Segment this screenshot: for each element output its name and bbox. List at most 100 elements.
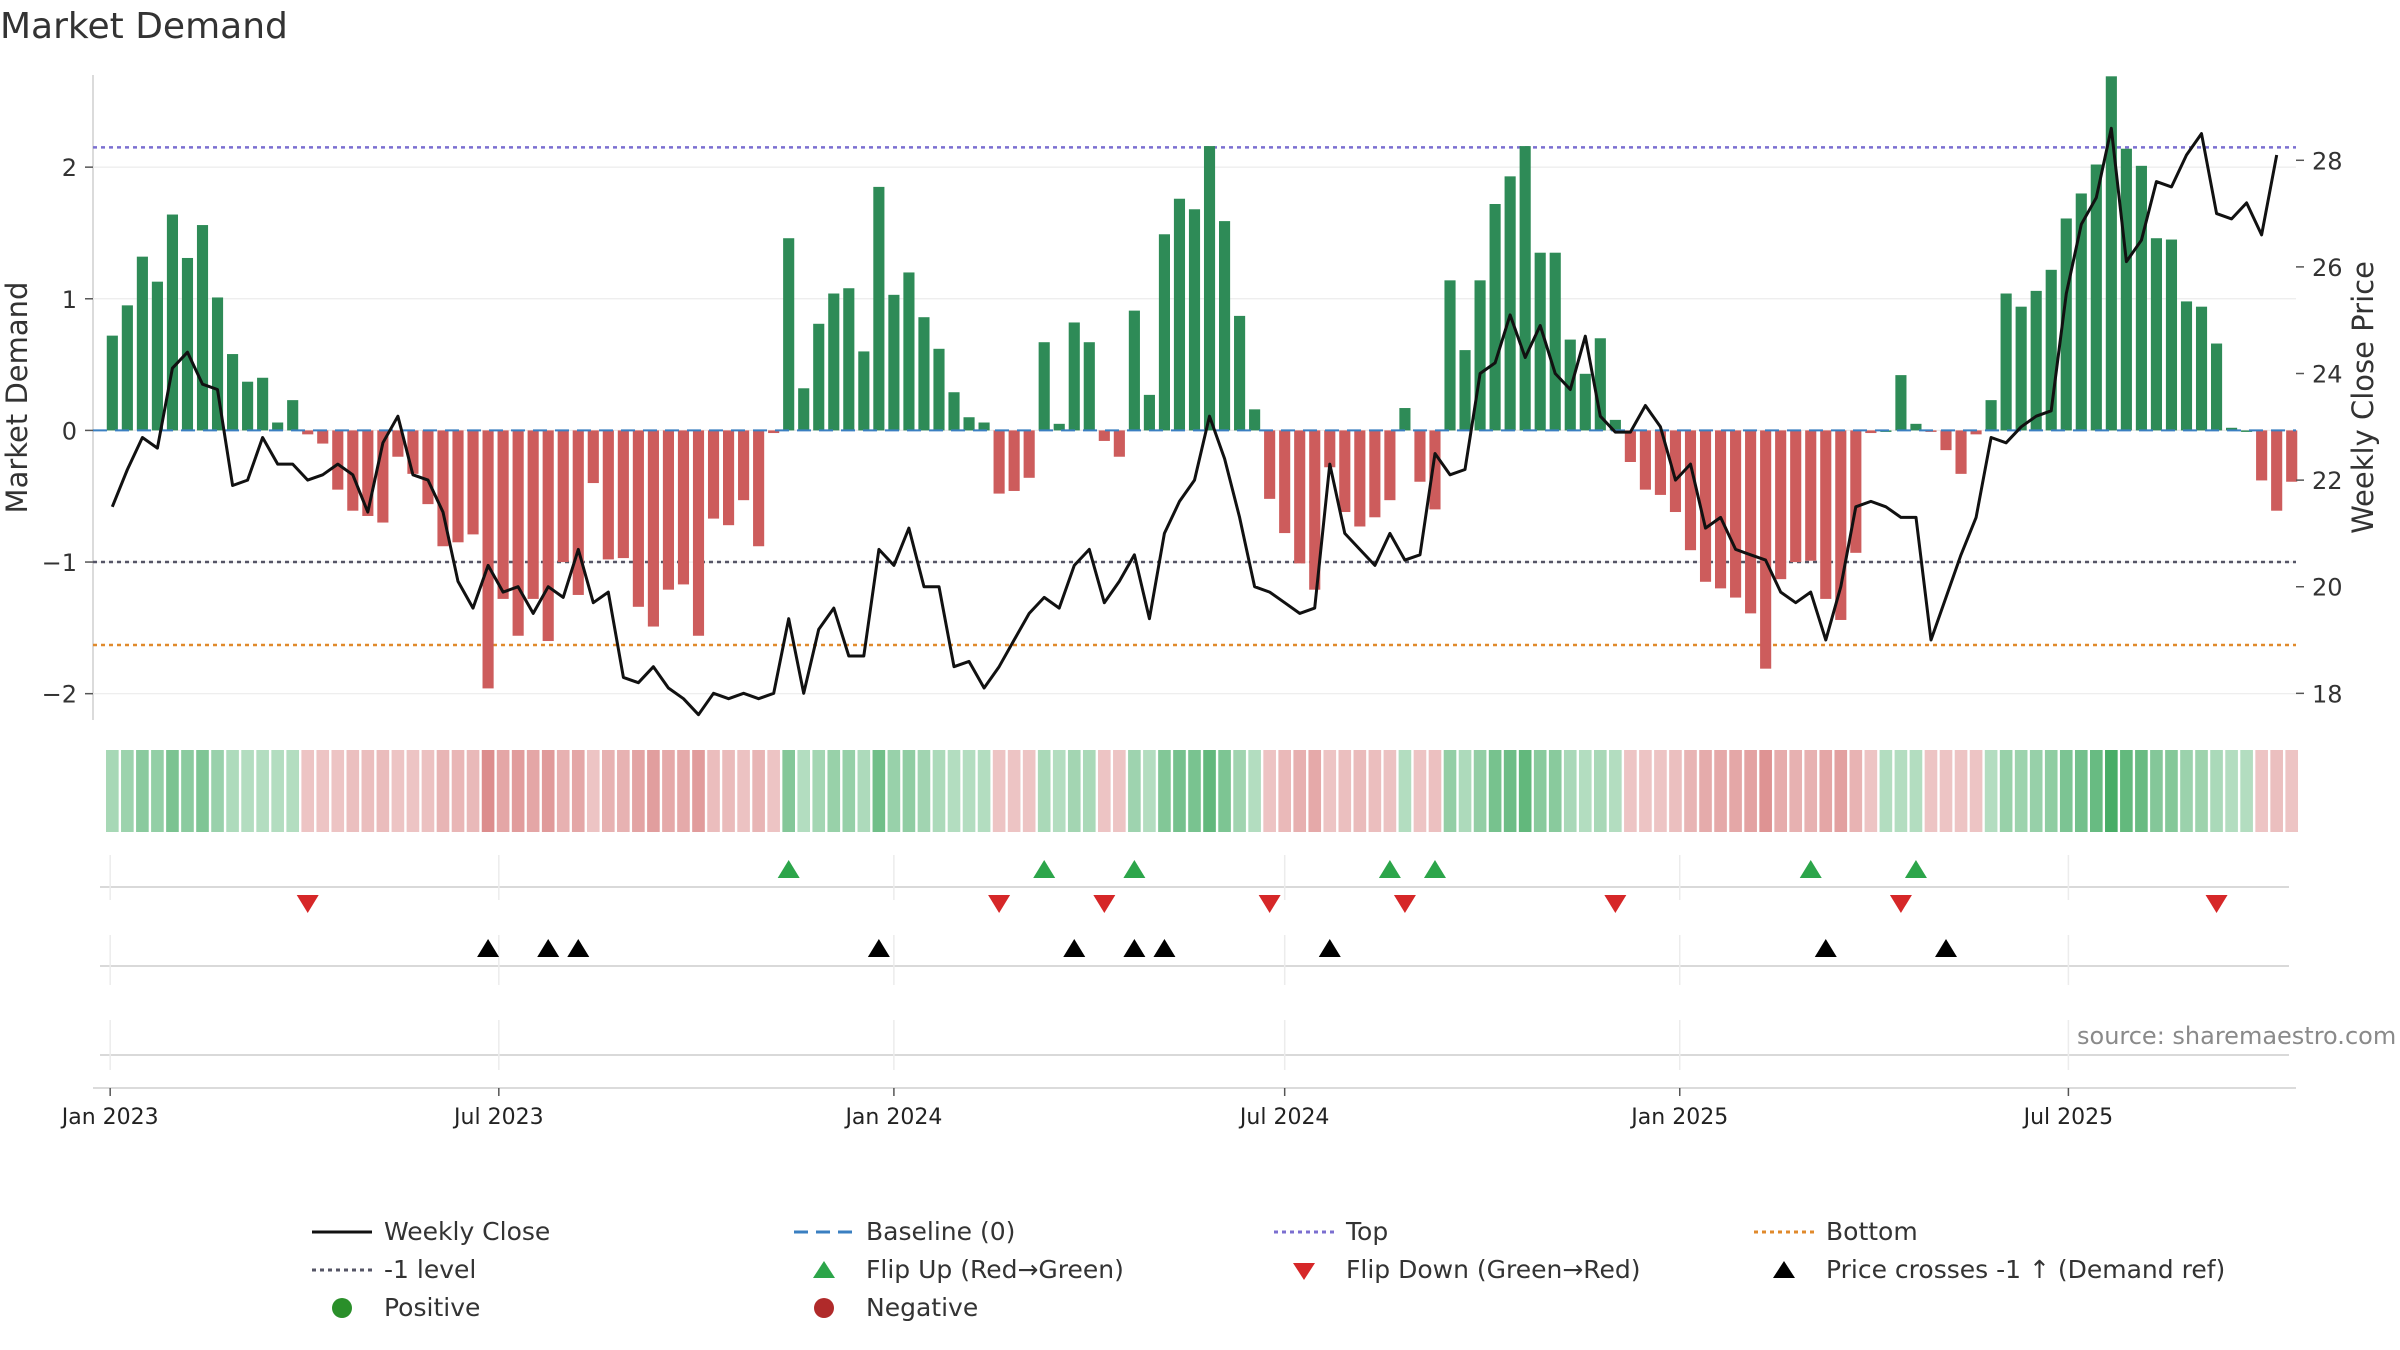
- heat-strip-cell: [1308, 750, 1322, 832]
- heat-strip-cell: [1789, 750, 1803, 832]
- flip-down-marker: [1258, 895, 1281, 913]
- flip-up-marker: [777, 860, 800, 878]
- heat-strip-cell: [1082, 750, 1096, 832]
- demand-bar: [1053, 423, 1065, 431]
- heat-strip-cell: [887, 750, 901, 832]
- demand-bar: [1910, 423, 1922, 431]
- demand-bar: [888, 294, 900, 431]
- demand-bar: [1068, 322, 1080, 431]
- legend: Weekly Close Baseline (0) Top Bottom -1 …: [310, 1214, 2310, 1334]
- heat-strip-cell: [2074, 750, 2088, 832]
- heat-strip-cell: [1353, 750, 1367, 832]
- demand-bar: [1354, 430, 1366, 527]
- heat-strip-cell: [571, 750, 585, 832]
- heat-strip-cell: [917, 750, 931, 832]
- heat-strip-cell: [421, 750, 435, 832]
- demand-bar: [1098, 430, 1110, 441]
- flip-up-marker: [1423, 860, 1446, 878]
- demand-bar: [692, 430, 705, 636]
- demand-bar: [347, 430, 359, 511]
- heat-strip-cell: [211, 750, 224, 832]
- y2-tick-label: 20: [2312, 574, 2343, 602]
- x-tick-label: Jan 2025: [1629, 1105, 1728, 1130]
- heat-strip-cell: [541, 750, 555, 832]
- demand-bar: [1730, 430, 1742, 598]
- demand-bar: [287, 400, 299, 431]
- demand-bar: [227, 354, 239, 431]
- demand-bar: [858, 351, 870, 431]
- demand-bar: [1414, 430, 1426, 482]
- price-line-group: [110, 126, 2279, 717]
- demand-bar: [2015, 306, 2027, 431]
- demand-bar: [2271, 430, 2283, 511]
- demand-heat-strip: [106, 750, 2299, 832]
- demand-bar: [136, 256, 148, 431]
- heat-strip-cell: [782, 750, 795, 832]
- demand-bar: [1249, 409, 1261, 431]
- event-markers: [100, 855, 2289, 1070]
- heat-strip-cell: [1338, 750, 1352, 832]
- heat-strip-cell: [1939, 750, 1953, 832]
- heat-strip-cell: [2255, 750, 2268, 832]
- heat-strip-cell: [1173, 750, 1186, 832]
- heat-strip-cell: [1488, 750, 1502, 832]
- demand-bar: [1474, 280, 1486, 431]
- demand-bar: [1188, 209, 1201, 431]
- heat-strip-cell: [2285, 750, 2299, 832]
- heat-strip-cell: [707, 750, 720, 832]
- heat-strip-cell: [1503, 750, 1517, 832]
- demand-bar: [2256, 430, 2268, 481]
- heat-strip-cell: [1714, 750, 1727, 832]
- heat-strip-cell: [2165, 750, 2178, 832]
- demand-bar: [1173, 198, 1186, 431]
- page-title: Market Demand: [0, 6, 288, 47]
- demand-bar: [2150, 238, 2162, 431]
- demand-bar: [1083, 342, 1095, 431]
- heat-strip-cell: [1233, 750, 1246, 832]
- heat-strip-cell: [2240, 750, 2253, 832]
- flip-up-marker: [1799, 860, 1822, 878]
- heat-strip-cell: [1969, 750, 1983, 832]
- heat-strip-cell: [1218, 750, 1231, 832]
- heat-strip-cell: [226, 750, 239, 832]
- heat-strip-cell: [1368, 750, 1382, 832]
- demand-bar: [753, 430, 765, 547]
- heat-strip-cell: [196, 750, 209, 832]
- y-axis-label: Market Demand: [0, 282, 34, 514]
- demand-bar: [1519, 146, 1531, 431]
- demand-bar: [2045, 269, 2057, 431]
- demand-bar: [602, 430, 614, 560]
- heat-strip-cell: [2195, 750, 2208, 832]
- demand-bar: [1158, 234, 1171, 431]
- heat-strip-cell: [1834, 750, 1848, 832]
- demand-bar: [151, 281, 163, 431]
- heat-strip-cell: [361, 750, 375, 832]
- axes: 2 1 0 −1 −2 28 26 24 22 20 18 Market Demand Weekly C…: [0, 147, 2380, 708]
- triangle-up-icon: [1773, 1261, 1795, 1278]
- heat-strip-cell: [286, 750, 299, 832]
- demand-bar: [1895, 375, 1907, 431]
- price-cross-marker: [867, 939, 890, 957]
- heat-strip-cell: [1774, 750, 1787, 832]
- heat-strip-cell: [1143, 750, 1156, 832]
- heat-strip-cell: [1609, 750, 1622, 832]
- demand-bar: [1684, 430, 1697, 551]
- heat-strip-cell: [1473, 750, 1487, 832]
- heat-strip-cell: [1398, 750, 1412, 832]
- demand-bar: [1339, 430, 1351, 513]
- demand-bar: [993, 430, 1005, 494]
- demand-bar: [1745, 430, 1757, 614]
- y2-tick-label: 22: [2312, 467, 2343, 495]
- heat-strip-cell: [1428, 750, 1442, 832]
- legend-line-icon: [312, 1230, 372, 1234]
- demand-bar: [2210, 343, 2223, 431]
- demand-bar: [2226, 427, 2238, 431]
- heat-strip-cell: [1203, 750, 1216, 832]
- heat-strip-cell: [376, 750, 390, 832]
- demand-bar: [437, 430, 449, 547]
- legend-label: Flip Up (Red→Green): [866, 1255, 1124, 1284]
- heat-strip-cell: [857, 750, 871, 832]
- demand-bar: [1459, 350, 1471, 431]
- demand-bar: [1369, 430, 1381, 518]
- heat-strip-cell: [256, 750, 269, 832]
